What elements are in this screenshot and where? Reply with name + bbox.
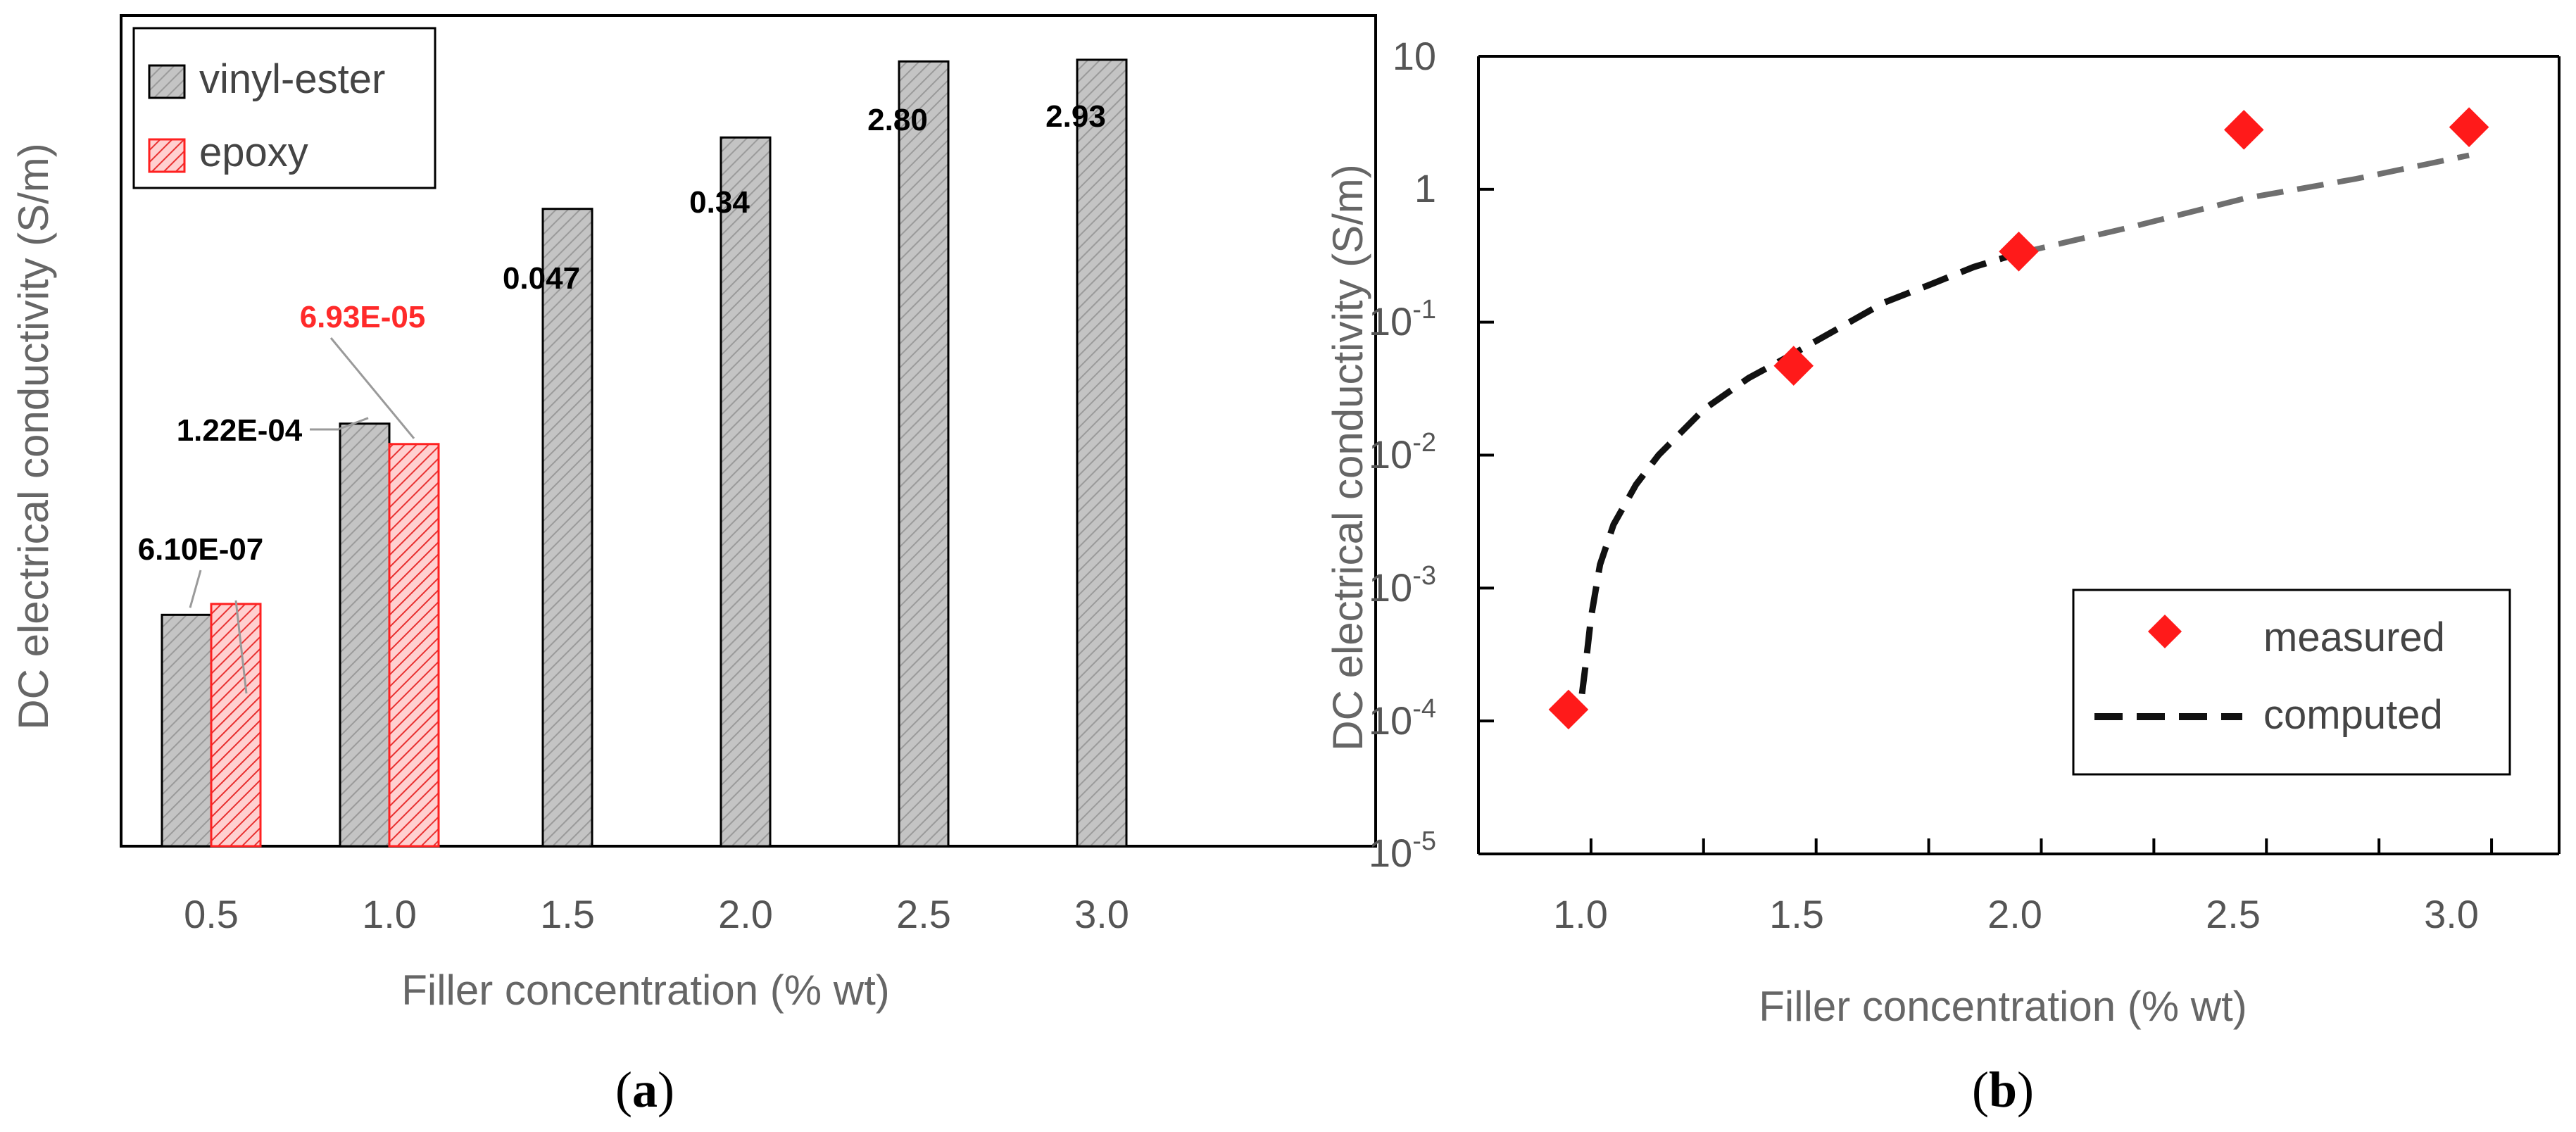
panel-b-y-axis-title: DC electrical conductivity (S/m): [1324, 164, 1371, 751]
leader-epoxy-0.5: [234, 600, 248, 694]
panel-a-caption: (a): [615, 1062, 674, 1118]
bar-vinyl-ester-2.0: [720, 136, 772, 848]
panel-b-caption: (b): [1972, 1062, 2034, 1118]
bar-epoxy-1.0: [388, 443, 440, 848]
panel-b: 10-5 10-4 10-3 10-2 10-1 1 10 1.0 1.5 2.…: [1324, 34, 2561, 1118]
legend-label-computed: computed: [2263, 692, 2443, 738]
panel-b-legend: measured computed: [2072, 589, 2511, 776]
bar-vinyl-ester-3.0: [1076, 58, 1128, 848]
panel-b-legend-box: [2072, 589, 2511, 776]
panel-b-series: [1548, 107, 2489, 730]
b-xtick-2.5: 2.5: [2206, 892, 2261, 936]
label-vinyl-0.5: 6.10E-07: [138, 532, 264, 567]
a-xtick-2.0: 2.0: [718, 892, 773, 936]
measured-point-3: [2449, 107, 2489, 147]
b-ytick-1e-5: 10-5: [1369, 826, 1436, 875]
measured-point-2.5: [2224, 110, 2264, 150]
b-xtick-2.0: 2.0: [1987, 892, 2042, 936]
label-vinyl-2.0: 0.34: [689, 185, 750, 220]
bar-vinyl-ester-2.5: [898, 60, 950, 848]
leader-vinyl-0.5: [189, 570, 202, 608]
legend-marker-measured: [2147, 614, 2182, 649]
panel-b-y-ticks: 10-5 10-4 10-3 10-2 10-1 1 10: [1369, 34, 1436, 875]
label-epoxy-1.0: 6.93E-05: [300, 300, 426, 334]
panel-a-bars: [161, 58, 1128, 848]
panel-a-x-ticks: 0.5 1.0 1.5 2.0 2.5 3.0: [184, 892, 1129, 936]
label-vinyl-3.0: 2.93: [1045, 99, 1106, 134]
legend-swatch-vinyl-ester: [148, 64, 186, 99]
b-ytick-1e-1: 10-1: [1369, 295, 1436, 344]
a-xtick-1.0: 1.0: [362, 892, 417, 936]
legend-label-measured: measured: [2263, 615, 2445, 660]
panel-b-x-axis-title: Filler concentration (% wt): [1759, 983, 2247, 1030]
label-vinyl-2.5: 2.80: [867, 103, 928, 137]
panel-b-tick-marks: [1477, 55, 2494, 855]
panel-b-x-ticks: 1.0 1.5 2.0 2.5 3.0: [1553, 892, 2479, 936]
computed-curve-extension: [2018, 152, 2470, 256]
leader-vinyl-1.0: [310, 417, 369, 431]
bar-vinyl-ester-0.5: [161, 613, 213, 848]
a-xtick-3.0: 3.0: [1074, 892, 1129, 936]
panel-a-x-axis-title: Filler concentration (% wt): [401, 967, 890, 1014]
a-xtick-2.5: 2.5: [896, 892, 951, 936]
b-ytick-1e-4: 10-4: [1369, 694, 1436, 743]
b-xtick-1.0: 1.0: [1553, 892, 1608, 936]
b-ytick-1e-3: 10-3: [1369, 561, 1436, 610]
panel-a-legend: vinyl-ester epoxy: [132, 27, 436, 189]
measured-point-1: [1548, 689, 1589, 730]
bar-epoxy-0.5: [210, 603, 262, 848]
label-vinyl-1.0: 1.22E-04: [177, 413, 303, 448]
a-xtick-0.5: 0.5: [184, 892, 239, 936]
bar-vinyl-ester-1.0: [339, 422, 391, 848]
b-xtick-3.0: 3.0: [2424, 892, 2479, 936]
measured-point-2: [1999, 232, 2039, 272]
legend-swatch-epoxy: [148, 138, 186, 173]
legend-label-vinyl-ester: vinyl-ester: [199, 56, 385, 102]
computed-curve: [1578, 250, 2020, 695]
panel-a-y-axis-title: DC electrical conductivity (S/m): [10, 143, 57, 730]
b-ytick-1e-2: 10-2: [1369, 428, 1436, 477]
leader-epoxy-1.0: [329, 337, 415, 439]
b-ytick-10: 10: [1393, 34, 1436, 78]
panel-a: 6.10E-07 1.22E-04 6.93E-05 0.047 0.34 2.…: [10, 14, 1377, 1118]
measured-point-1.5: [1773, 346, 1814, 386]
panel-a-leader-lines: [189, 337, 415, 694]
b-ytick-1: 1: [1414, 166, 1436, 210]
legend-label-epoxy: epoxy: [199, 130, 308, 175]
b-xtick-1.5: 1.5: [1769, 892, 1824, 936]
label-vinyl-1.5: 0.047: [503, 261, 580, 296]
bar-vinyl-ester-1.5: [541, 208, 593, 848]
a-xtick-1.5: 1.5: [540, 892, 595, 936]
